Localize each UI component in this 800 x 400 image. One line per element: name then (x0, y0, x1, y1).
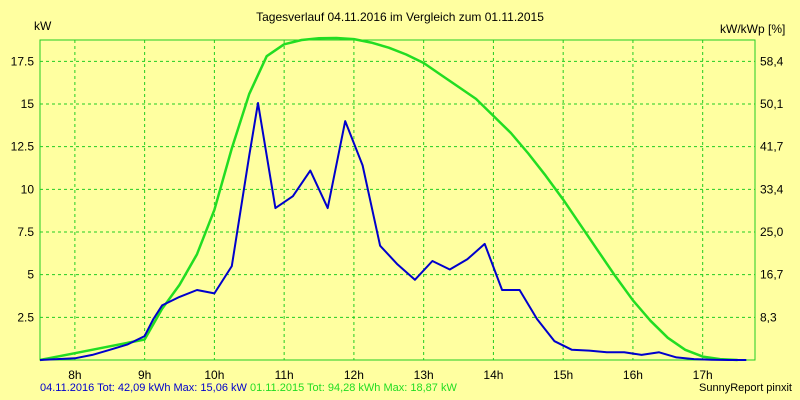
footer-brand: SunnyReport pinxit (699, 382, 792, 394)
y-right-tick-label: 50,1 (760, 97, 784, 111)
x-tick-label: 16h (623, 368, 643, 382)
y-left-tick-label: 15 (21, 97, 35, 111)
x-tick-label: 10h (204, 368, 224, 382)
series-line-2 (39, 36, 738, 362)
x-tick-label: 15h (553, 368, 573, 382)
x-tick-label: 14h (483, 368, 503, 382)
plot-frame (39, 39, 756, 361)
y-right-tick-label: 41,7 (760, 140, 784, 154)
y-right-tick-label: 8,3 (760, 310, 777, 324)
y-left-tick-label: 17.5 (11, 54, 35, 68)
y-left-tick-label: 2.5 (17, 310, 34, 324)
y-left-tick-label: 10 (21, 182, 35, 196)
y-right-tick-label: 25,0 (760, 225, 784, 239)
y-left-tick-label: 5 (27, 268, 34, 282)
chart-title: Tagesverlauf 04.11.2016 im Vergleich zum… (256, 10, 544, 24)
y-right-tick-label: 33,4 (760, 182, 784, 196)
y-right-tick-label: 58,4 (760, 54, 784, 68)
footer-legend: 04.11.2016 Tot: 42,09 kWh Max: 15,06 kW … (40, 382, 457, 394)
legend-series-1: 04.11.2016 Tot: 42,09 kWh Max: 15,06 kW (40, 382, 247, 394)
x-tick-label: 12h (344, 368, 364, 382)
y-left-tick-label: 7.5 (17, 225, 34, 239)
right-axis-unit: kW/kWp [%] (720, 22, 786, 36)
x-tick-label: 11h (275, 368, 294, 382)
series-line-1 (39, 102, 747, 361)
legend-series-2: 01.11.2015 Tot: 94,28 kWh Max: 18,87 kW (249, 382, 457, 394)
y-left-tick-label: 12.5 (11, 140, 35, 154)
x-tick-label: 8h (68, 368, 81, 382)
left-axis-unit: kW (34, 19, 52, 33)
x-tick-label: 9h (138, 368, 151, 382)
x-tick-label: 17h (693, 368, 713, 382)
x-tick-label: 13h (414, 368, 434, 382)
y-right-tick-label: 16,7 (760, 268, 784, 282)
